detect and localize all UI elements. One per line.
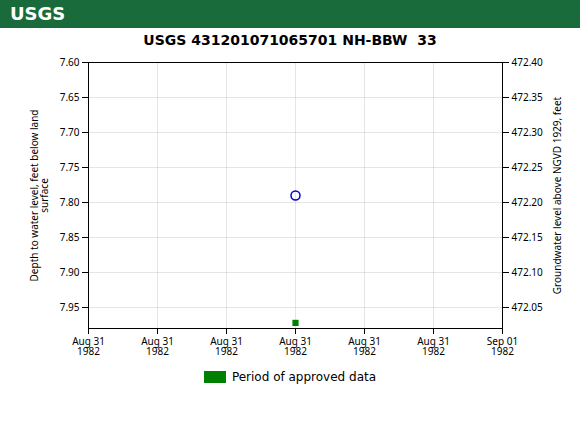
svg-text:472.20: 472.20	[512, 195, 544, 209]
svg-text:7.75: 7.75	[60, 160, 80, 174]
html-text:Period of approved data: Period of approved data	[231, 370, 377, 384]
svg-text:7.65: 7.65	[60, 90, 80, 104]
svg-text:Aug 311982: Aug 311982	[348, 334, 381, 358]
svg-text:7.70: 7.70	[60, 125, 80, 139]
svg-text:7.95: 7.95	[60, 300, 80, 314]
svg-text:Sep 011982: Sep 011982	[487, 334, 518, 358]
svg-text:472.05: 472.05	[512, 300, 544, 314]
svg-text:7.90: 7.90	[60, 265, 80, 279]
html-text:USGS: USGS	[10, 3, 66, 24]
svg-text:472.25: 472.25	[512, 160, 544, 174]
svg-text:Aug 311982: Aug 311982	[141, 334, 174, 358]
svg-text:472.35: 472.35	[512, 90, 544, 104]
svg-text:Aug 311982: Aug 311982	[417, 334, 450, 358]
svg-text:Aug 311982: Aug 311982	[72, 334, 105, 358]
svg-text:472.15: 472.15	[512, 230, 544, 244]
svg-text:472.30: 472.30	[512, 125, 544, 139]
svg-text:7.60: 7.60	[60, 55, 80, 69]
svg-text:Depth to water level, feet bel: Depth to water level, feet below landsur…	[27, 110, 51, 282]
svg-text:472.10: 472.10	[512, 265, 544, 279]
svg-text:7.80: 7.80	[60, 195, 80, 209]
svg-text:Aug 311982: Aug 311982	[279, 334, 312, 358]
svg-text:472.40: 472.40	[512, 55, 544, 69]
html-text:USGS 431201071065701 NH-BBW 33: USGS 431201071065701 NH-BBW 33	[143, 32, 437, 48]
svg-text:7.85: 7.85	[60, 230, 80, 244]
svg-text:Groundwater level above NGVD 1: Groundwater level above NGVD 1929, feet	[550, 96, 564, 294]
svg-text:Aug 311982: Aug 311982	[210, 334, 243, 358]
